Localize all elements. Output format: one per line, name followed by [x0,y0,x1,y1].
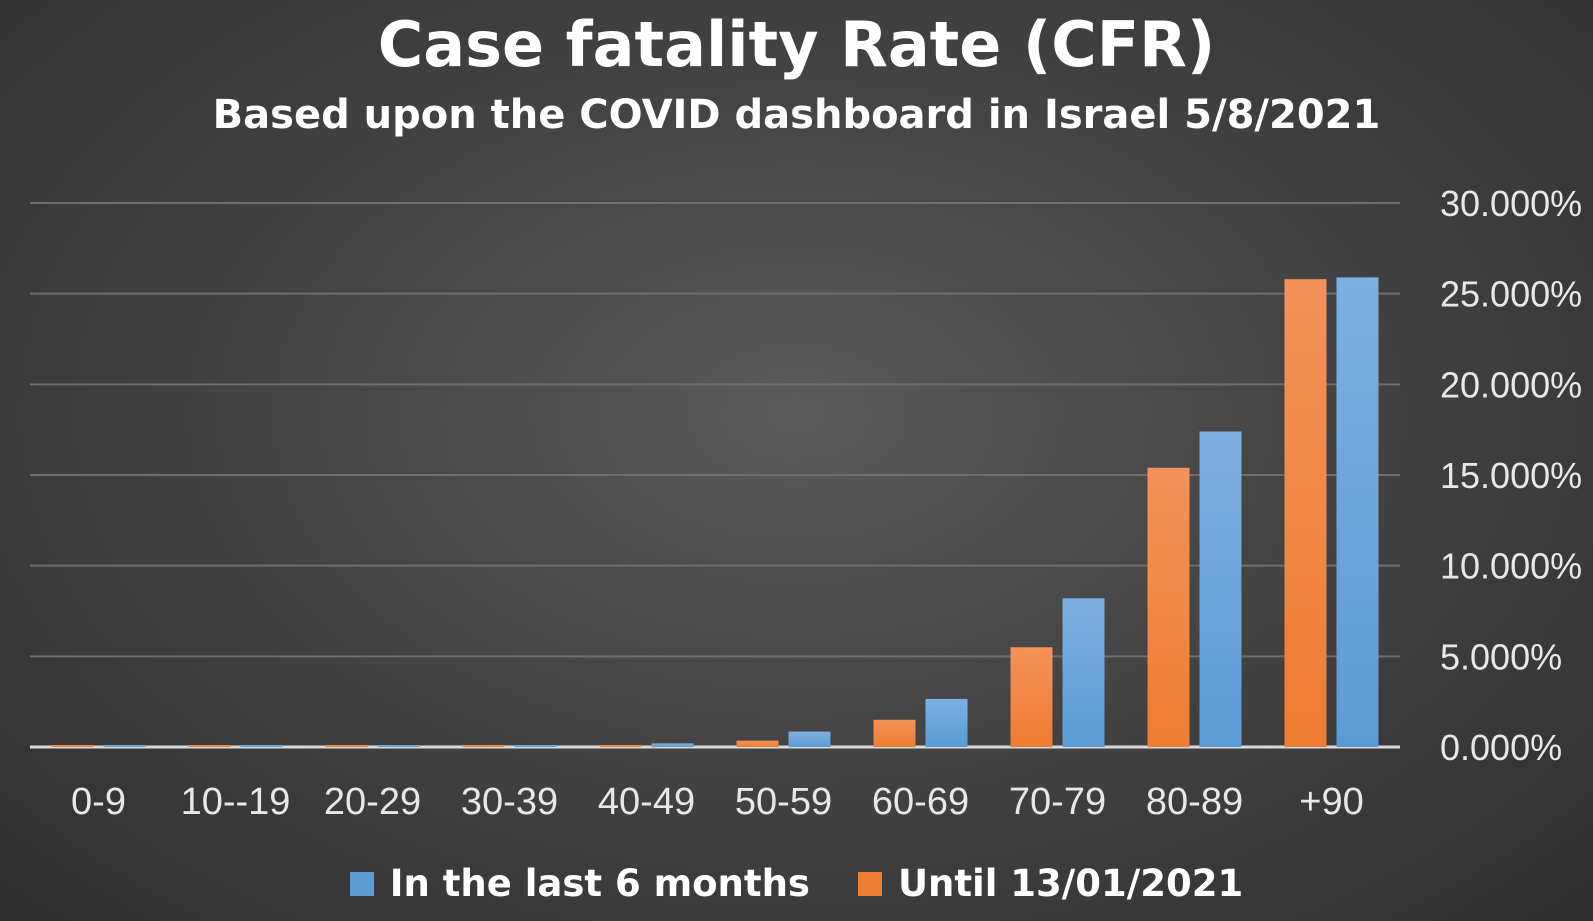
bar-last-6-months-30-39 [514,745,557,747]
bar-until-2021-80-89 [1147,467,1190,747]
legend-swatch-blue [349,871,374,896]
chart-title: Case fatality Rate (CFR) [377,8,1216,81]
y-tick-label: 15.000% [1440,455,1582,496]
y-tick-label: 5.000% [1440,636,1562,677]
y-tick-label: 20.000% [1440,364,1582,405]
x-tick-label: 50-59 [735,781,832,823]
legend-item-until-2021: Until 13/01/2021 [857,862,1244,905]
x-tick-label: 60-69 [872,781,969,823]
y-tick-label: 0.000% [1440,727,1562,768]
legend-label: Until 13/01/2021 [897,862,1244,905]
bar-last-6-months-20-29 [377,745,420,747]
bar-last-6-months-80-89 [1199,431,1242,747]
bar-last-6-months-60-69 [925,698,968,747]
bar-last-6-months-+90 [1336,277,1379,747]
x-tick-label: 10--19 [181,781,291,823]
y-tick-label: 10.000% [1440,546,1582,587]
x-tick-label: 0-9 [71,781,126,823]
y-axis-labels: 0.000% 5.000% 10.000% 15.000% 20.000% 25.000%… [1440,183,1582,768]
bar-until-2021-50-59 [736,740,779,747]
y-tick-label: 25.000% [1440,274,1582,315]
bar-last-6-months-0-9 [103,745,146,747]
bar-until-2021-+90 [1284,279,1327,747]
x-tick-label: 40-49 [598,781,695,823]
legend-label: In the last 6 months [389,862,810,905]
bars [51,277,1379,747]
chart-subtitle: Based upon the COVID dashboard in Israel… [212,92,1381,138]
gridlines [30,202,1400,749]
x-tick-label: 30-39 [461,781,558,823]
x-tick-label: 70-79 [1009,781,1106,823]
bar-last-6-months-10--19 [240,745,283,747]
bar-until-2021-10--19 [188,745,231,747]
bar-until-2021-0-9 [51,745,94,747]
legend-item-last-6-months: In the last 6 months [349,862,810,905]
bar-until-2021-60-69 [873,719,916,747]
bar-last-6-months-70-79 [1062,598,1105,747]
bar-until-2021-70-79 [1010,647,1053,747]
bar-last-6-months-50-59 [788,731,831,747]
bar-until-2021-30-39 [462,745,505,747]
bar-last-6-months-40-49 [651,743,694,747]
y-tick-label: 30.000% [1440,183,1582,224]
legend: In the last 6 months Until 13/01/2021 [0,862,1593,905]
x-tick-label: +90 [1299,781,1363,823]
x-tick-label: 20-29 [324,781,421,823]
x-tick-label: 80-89 [1146,781,1243,823]
legend-swatch-orange [857,871,882,896]
bar-until-2021-20-29 [325,745,368,747]
x-axis-labels: 0-9 10--19 20-29 30-39 40-49 50-59 60-69 70-79 8… [71,781,1364,823]
bar-until-2021-40-49 [599,745,642,747]
